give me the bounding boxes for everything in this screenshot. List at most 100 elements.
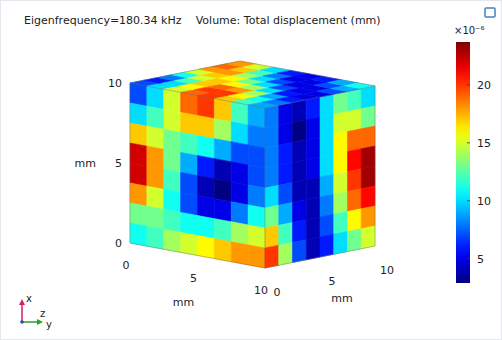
field-cell	[279, 223, 293, 246]
field-cell	[147, 86, 164, 109]
field-cell	[214, 159, 231, 182]
x-tick-label: 0	[115, 237, 122, 250]
cube-edge	[130, 61, 240, 83]
face	[130, 61, 375, 108]
cube-edge	[265, 108, 266, 268]
field-cell	[361, 206, 375, 229]
y-tick-label: 10	[254, 284, 268, 297]
field-cell	[130, 163, 147, 186]
triad-arrowhead	[19, 299, 25, 305]
colorbar-tick	[467, 258, 470, 259]
field-cell	[265, 225, 279, 248]
field-cell	[147, 206, 164, 229]
cube-edge	[240, 61, 375, 86]
field-cell	[344, 83, 375, 89]
triad-origin	[20, 320, 24, 324]
colorbar-tick	[467, 84, 470, 85]
field-cell	[164, 169, 181, 192]
z-tick-label: 5	[329, 275, 336, 288]
field-cell	[361, 126, 375, 149]
field-cell	[147, 146, 164, 169]
field-cell	[164, 189, 181, 212]
field-cell	[164, 209, 181, 232]
field-cell	[198, 216, 215, 239]
field-cell	[248, 185, 265, 208]
triad-label: x	[26, 293, 32, 304]
field-cell	[279, 163, 293, 186]
field-cell	[293, 100, 307, 123]
field-cell	[334, 232, 348, 255]
field-cell	[279, 183, 293, 206]
field-cell	[320, 174, 334, 197]
field-cell	[265, 145, 279, 168]
field-cell	[348, 189, 362, 212]
field-cell	[248, 225, 265, 248]
field-cell	[293, 120, 307, 143]
field-cell	[334, 112, 348, 135]
field-cell	[265, 105, 279, 128]
field-cell	[320, 134, 334, 157]
field-cell	[279, 103, 293, 126]
field-cell	[348, 89, 362, 112]
field-cell	[306, 117, 320, 140]
field-cell	[147, 106, 164, 129]
field-cell	[130, 123, 147, 146]
field-cell	[306, 137, 320, 160]
triad-label: z	[40, 308, 45, 319]
field-cell	[147, 126, 164, 149]
x-axis-label: mm	[75, 157, 96, 170]
field-cell	[164, 89, 181, 112]
field-cell	[306, 237, 320, 260]
field-cell	[181, 212, 198, 235]
field-cell	[348, 229, 362, 252]
field-cell	[164, 129, 181, 152]
icon	[485, 8, 495, 17]
z-tick-label: 10	[380, 264, 394, 277]
field-cell	[334, 192, 348, 215]
colorbar-multiplier: ×10⁻⁶	[454, 25, 484, 36]
field-cell	[361, 226, 375, 249]
field-cell	[231, 162, 248, 185]
colorbar-scale	[456, 42, 470, 283]
field-cell	[279, 143, 293, 166]
field-cell	[293, 180, 307, 203]
field-cell	[130, 183, 147, 206]
field-cell	[198, 236, 215, 259]
colorbar-tick-label: 15	[477, 137, 491, 150]
field-cell	[147, 226, 164, 249]
field-cell	[348, 109, 362, 132]
field-cell	[293, 160, 307, 183]
z-tick-label: 0	[274, 286, 281, 299]
field-cell	[265, 205, 279, 228]
field-cell	[293, 200, 307, 223]
triad-label: y	[46, 319, 52, 330]
field-cell	[334, 132, 348, 155]
field-cell	[181, 132, 198, 155]
field-cell	[348, 209, 362, 232]
y-tick-label: 0	[123, 259, 130, 272]
field-cell	[214, 239, 231, 262]
field-cell	[214, 219, 231, 242]
field-cell	[164, 229, 181, 252]
field-cell	[214, 179, 231, 202]
field-cell	[306, 177, 320, 200]
background	[0, 0, 502, 340]
title: Eigenfrequency=180.34 kHz	[24, 14, 182, 27]
field-cell	[320, 234, 334, 257]
field-cell	[231, 222, 248, 245]
field-cell	[130, 223, 147, 246]
field-cell	[293, 220, 307, 243]
field-cell	[320, 154, 334, 177]
field-cell	[279, 203, 293, 226]
field-cell	[279, 243, 293, 266]
subtitle: Volume: Total displacement (mm)	[196, 14, 381, 27]
field-cell	[198, 96, 215, 119]
y-tick-label: 5	[190, 272, 197, 285]
cube-edge	[375, 86, 376, 246]
field-cell	[279, 123, 293, 146]
field-cell	[348, 149, 362, 172]
triad-arrowhead	[37, 319, 43, 325]
field-cell	[248, 165, 265, 188]
field-cell	[214, 139, 231, 162]
figure: Eigenfrequency=180.34 kHz Volume: Total d…	[0, 0, 502, 340]
